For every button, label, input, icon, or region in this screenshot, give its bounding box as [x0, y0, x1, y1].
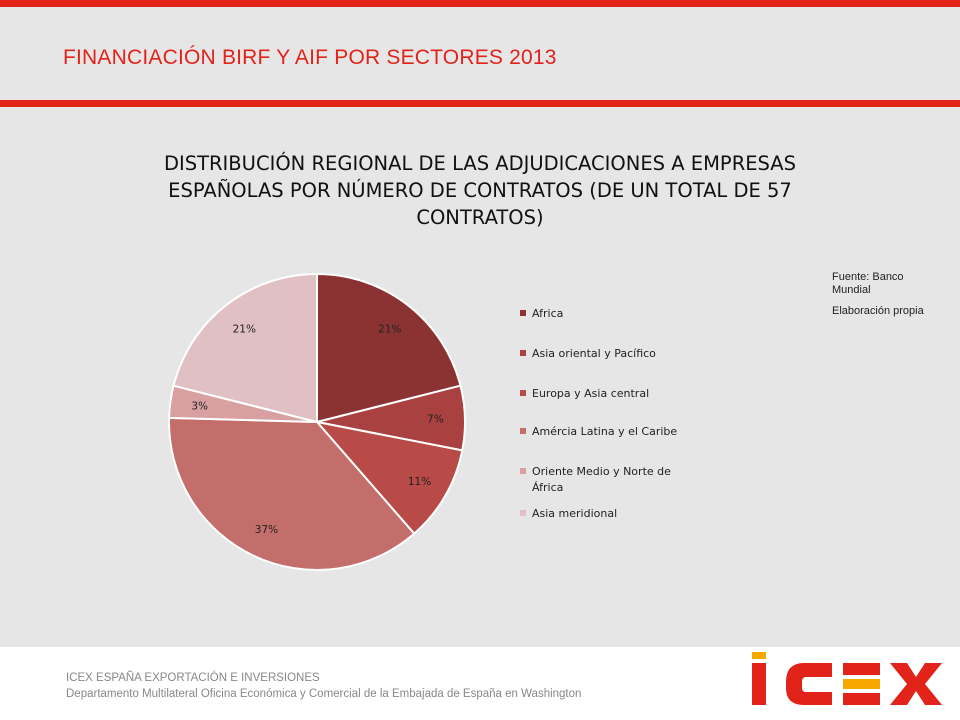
chart-title: DISTRIBUCIÓN REGIONAL DE LAS ADJUDICACIO…	[163, 152, 797, 229]
legend-label: Europa y Asia central	[532, 387, 650, 400]
legend-item: Europa y Asia central	[520, 386, 695, 402]
slide-header	[0, 7, 960, 100]
pie-slice	[314, 420, 464, 536]
header-rule	[0, 100, 960, 107]
legend-item: Asia meridional	[520, 506, 695, 522]
legend-swatch	[520, 510, 526, 516]
data-label: 7%	[427, 414, 444, 426]
data-label: 21%	[378, 324, 401, 336]
slide-title: FINANCIACIÓN BIRF Y AIF POR SECTORES 201…	[63, 46, 557, 69]
slide-content	[0, 107, 960, 647]
footer-department: Departamento Multilateral Oficina Económ…	[66, 688, 582, 700]
legend-swatch	[520, 390, 526, 396]
legend-swatch	[520, 310, 526, 316]
data-label: 21%	[233, 324, 256, 336]
legend-item: Africa	[520, 306, 695, 322]
data-label: 3%	[191, 401, 208, 413]
pie-chart: 21% 7% 11% 37% 3% 21%	[168, 272, 466, 571]
legend-item: Amércia Latina y el Caribe	[520, 424, 695, 440]
data-label: 37%	[255, 524, 278, 536]
legend-label: Amércia Latina y el Caribe	[532, 425, 678, 438]
legend-label: Africa	[532, 307, 564, 320]
legend-label: Oriente Medio y Norte de África	[532, 465, 671, 494]
legend-swatch	[520, 468, 526, 474]
footer-organization: ICEX ESPAÑA EXPORTACIÓN E INVERSIONES	[66, 672, 320, 684]
legend-swatch	[520, 428, 526, 434]
legend-label: Asia meridional	[532, 507, 618, 520]
legend-label: Asia oriental y Pacífico	[532, 347, 656, 360]
icex-logo	[752, 652, 942, 705]
legend-item: Asia oriental y Pacífico	[520, 346, 695, 362]
data-label: 11%	[408, 476, 431, 488]
pie-slice	[316, 272, 462, 424]
top-accent-bar	[0, 0, 960, 7]
pie-slice	[172, 272, 318, 424]
source-line: Fuente: Banco Mundial	[832, 271, 904, 296]
source-line: Elaboración propia	[832, 305, 924, 317]
legend-item: Oriente Medio y Norte de África	[520, 464, 695, 496]
pie-slice	[168, 416, 416, 571]
legend-swatch	[520, 350, 526, 356]
source-note: Fuente: Banco Mundial Elaboración propia	[832, 271, 942, 326]
